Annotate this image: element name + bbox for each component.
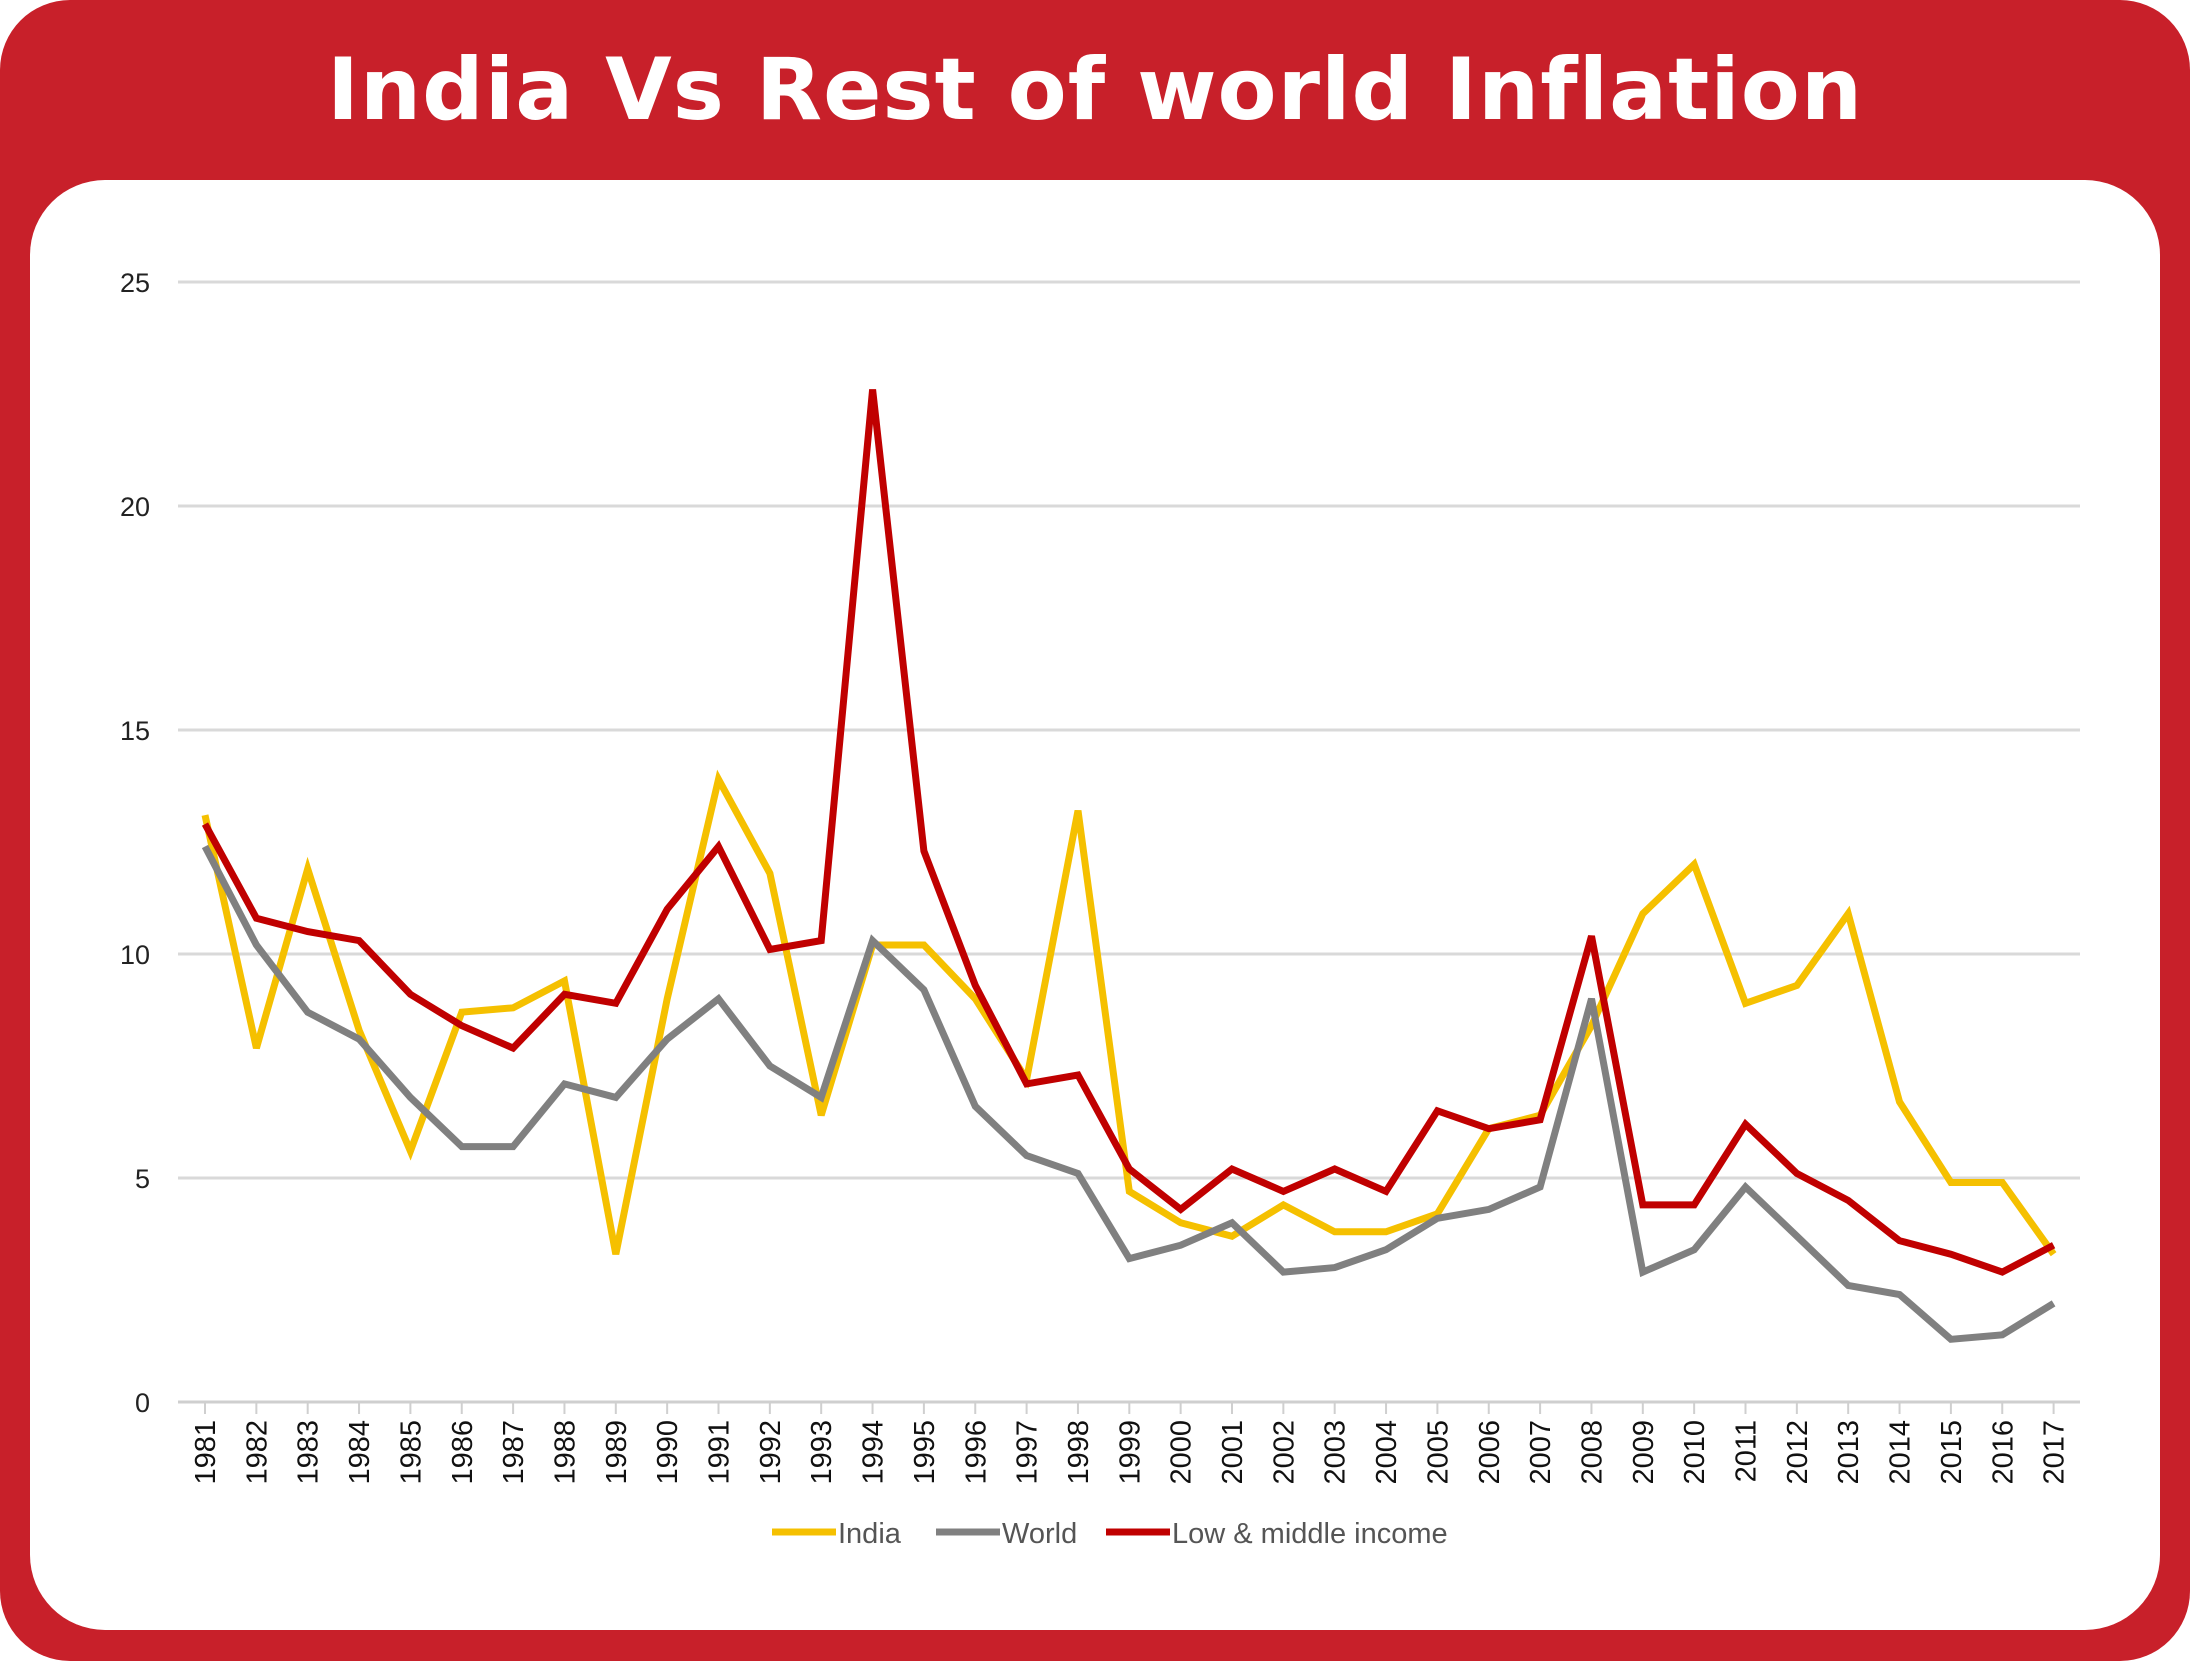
x-tick-label: 2004 xyxy=(1371,1420,1403,1485)
x-tick-label: 1986 xyxy=(447,1420,479,1485)
series-line-low-middle-income xyxy=(201,389,2056,1276)
x-tick-label: 1982 xyxy=(241,1420,273,1485)
y-tick-label: 10 xyxy=(120,940,150,970)
x-tick-label: 1989 xyxy=(601,1420,633,1485)
x-tick-label: 1991 xyxy=(704,1420,736,1485)
x-tick-label: 2013 xyxy=(1833,1420,1865,1485)
x-tick-label: 1995 xyxy=(909,1420,941,1485)
x-tick-label: 2012 xyxy=(1782,1420,1814,1485)
x-tick-label: 1992 xyxy=(755,1420,787,1485)
x-tick-label: 2017 xyxy=(2039,1420,2071,1485)
series-line-world xyxy=(201,844,2056,1343)
x-tick-label: 2010 xyxy=(1679,1420,1711,1485)
x-tick-label: 1987 xyxy=(498,1420,530,1485)
x-tick-label: 1990 xyxy=(652,1420,684,1485)
x-tick-label: 2008 xyxy=(1576,1420,1608,1485)
x-tick-label: 2011 xyxy=(1731,1420,1763,1482)
x-tick-label: 2000 xyxy=(1166,1420,1198,1485)
x-tick-label: 1996 xyxy=(960,1420,992,1485)
x-tick-label: 2014 xyxy=(1885,1420,1917,1485)
page-title: India Vs Rest of world Inflation xyxy=(326,40,1864,140)
x-tick-label: 2016 xyxy=(1987,1420,2019,1485)
legend-label: World xyxy=(1002,1518,1077,1550)
y-tick-label: 15 xyxy=(120,716,150,746)
x-tick-label: 1998 xyxy=(1063,1420,1095,1485)
x-tick-label: 1983 xyxy=(293,1420,325,1485)
x-tick-label: 2007 xyxy=(1525,1420,1557,1485)
x-tick-label: 1999 xyxy=(1114,1420,1146,1485)
x-tick-label: 1993 xyxy=(806,1420,838,1485)
x-tick-label: 2003 xyxy=(1320,1420,1352,1485)
x-tick-label: 2015 xyxy=(1936,1420,1968,1485)
chart-panel xyxy=(30,180,2160,1630)
y-tick-label: 5 xyxy=(135,1164,150,1194)
x-tick-label: 2002 xyxy=(1268,1420,1300,1485)
y-tick-label: 20 xyxy=(120,492,150,522)
x-tick-label: 1997 xyxy=(1012,1420,1044,1485)
y-tick-label: 25 xyxy=(120,268,150,298)
x-tick-label: 2001 xyxy=(1217,1420,1249,1485)
y-tick-label: 0 xyxy=(135,1388,150,1418)
x-tick-label: 1985 xyxy=(395,1420,427,1485)
x-tick-label: 1988 xyxy=(549,1420,581,1485)
x-tick-label: 1994 xyxy=(858,1420,890,1485)
x-tick-label: 2006 xyxy=(1474,1420,1506,1485)
x-tick-label: 1984 xyxy=(344,1420,376,1485)
legend-label: Low & middle income xyxy=(1172,1518,1448,1550)
legend-label: India xyxy=(838,1518,902,1550)
x-tick-label: 2005 xyxy=(1422,1420,1454,1485)
x-tick-label: 1981 xyxy=(190,1420,222,1485)
series-line-india xyxy=(201,769,2057,1257)
x-tick-label: 2009 xyxy=(1628,1420,1660,1485)
